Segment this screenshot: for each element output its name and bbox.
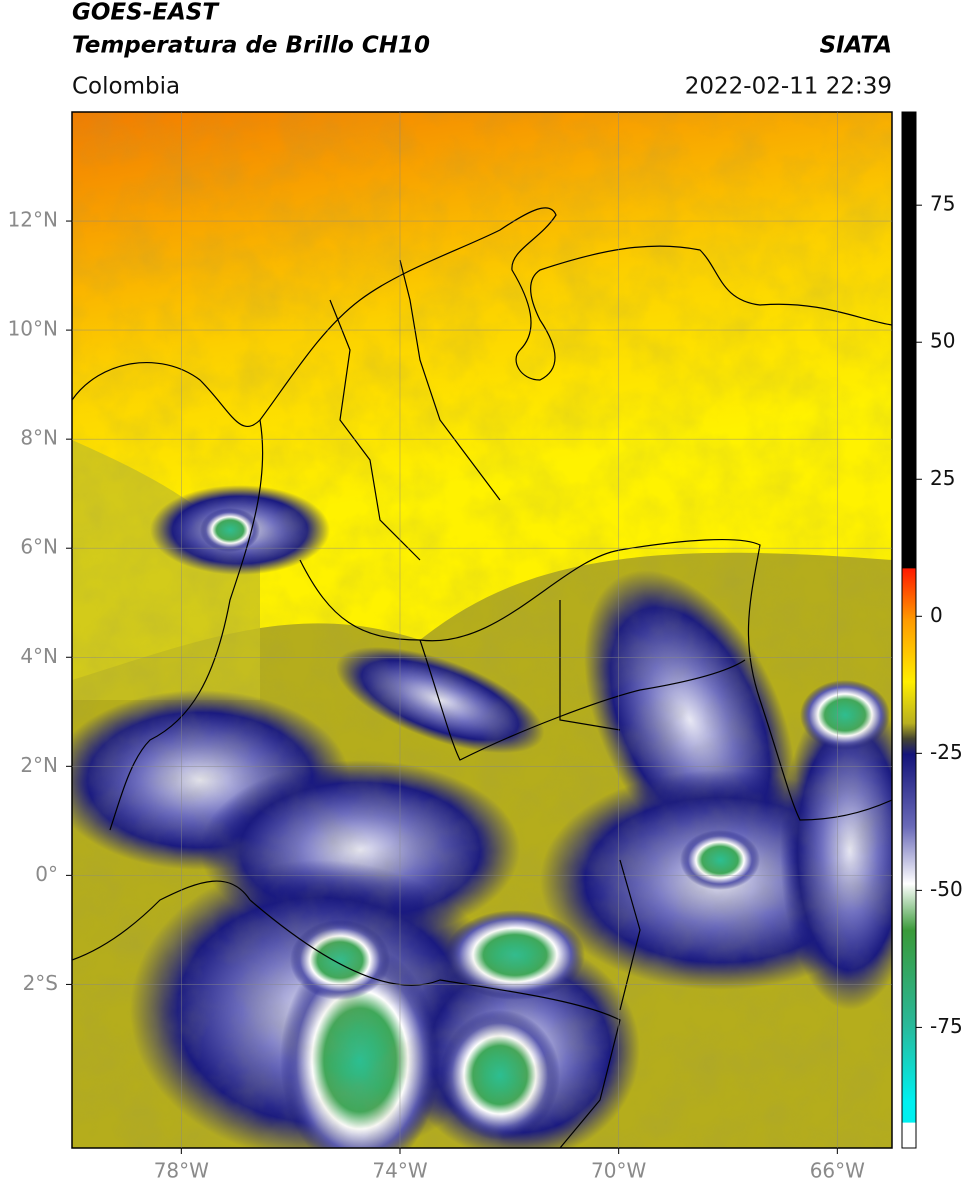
y-tick-label: 8°N: [20, 426, 58, 450]
colorbar: [901, 111, 917, 1149]
colorbar-tick-label: -50: [930, 877, 963, 901]
colorbar-tick-label: 0: [930, 603, 943, 627]
colorbar-tick-label: 25: [930, 466, 955, 490]
title: GOES-EAST: [72, 0, 220, 26]
y-tick-label: 4°N: [20, 644, 58, 668]
subtitle: Temperatura de Brillo CH10: [72, 33, 430, 59]
x-tick-label: 66°W: [810, 1159, 865, 1183]
satellite-image: [72, 112, 892, 1148]
borders: [72, 207, 892, 1148]
ticks: 78°W 74°W 70°W 66°W 12°N 10°N 8°N 6°N 4°N 2°N 0° 2°…: [8, 112, 963, 1183]
datetime: 2022-02-11 22:39: [685, 74, 892, 100]
source: SIATA: [820, 33, 892, 59]
y-tick-label: 10°N: [8, 317, 58, 341]
y-tick-label: 2°N: [20, 753, 58, 777]
region: Colombia: [72, 74, 180, 100]
colorbar-tick-label: -25: [930, 740, 963, 764]
y-tick-label: 6°N: [20, 535, 58, 559]
x-tick-label: 74°W: [372, 1159, 427, 1183]
colorbar-tick-label: -75: [930, 1014, 963, 1038]
x-tick-label: 78°W: [154, 1159, 209, 1183]
colorbar-tick-label: 75: [930, 192, 955, 216]
y-tick-label: 0°: [35, 862, 58, 886]
map-frame: [71, 111, 893, 1149]
x-tick-label: 70°W: [591, 1159, 646, 1183]
colorbar-tick-label: 50: [930, 329, 955, 353]
y-tick-label: 12°N: [8, 208, 58, 232]
y-tick-label: 2°S: [23, 971, 58, 995]
